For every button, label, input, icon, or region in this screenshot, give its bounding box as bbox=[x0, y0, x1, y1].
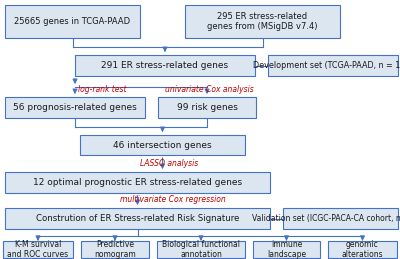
Text: Biological functional
annotation: Biological functional annotation bbox=[162, 240, 240, 259]
Text: 12 optimal prognostic ER stress-related genes: 12 optimal prognostic ER stress-related … bbox=[33, 178, 242, 187]
FancyBboxPatch shape bbox=[5, 97, 145, 118]
FancyBboxPatch shape bbox=[5, 5, 140, 38]
Text: Constrution of ER Stress-related Risk Signature: Constrution of ER Stress-related Risk Si… bbox=[36, 214, 239, 223]
Text: 46 intersection genes: 46 intersection genes bbox=[113, 140, 212, 149]
Text: 291 ER stress-related genes: 291 ER stress-related genes bbox=[102, 61, 228, 70]
Text: 56 prognosis-related genes: 56 prognosis-related genes bbox=[13, 103, 137, 112]
Text: genomic
alterations: genomic alterations bbox=[342, 240, 383, 259]
FancyBboxPatch shape bbox=[185, 5, 340, 38]
FancyBboxPatch shape bbox=[268, 55, 398, 76]
FancyBboxPatch shape bbox=[158, 97, 256, 118]
Text: Validation set (ICGC-PACA-CA cohort, n = 186): Validation set (ICGC-PACA-CA cohort, n =… bbox=[252, 214, 400, 223]
Text: 99 risk genes: 99 risk genes bbox=[176, 103, 238, 112]
Text: log-rank test: log-rank test bbox=[78, 84, 126, 93]
FancyBboxPatch shape bbox=[5, 172, 270, 193]
FancyBboxPatch shape bbox=[80, 135, 245, 155]
Text: K-M survival
and ROC curves: K-M survival and ROC curves bbox=[8, 240, 68, 259]
Text: Predictive
nomogram: Predictive nomogram bbox=[94, 240, 136, 259]
FancyBboxPatch shape bbox=[328, 241, 397, 258]
Text: immune
landscape: immune landscape bbox=[267, 240, 306, 259]
FancyBboxPatch shape bbox=[3, 241, 73, 258]
FancyBboxPatch shape bbox=[5, 208, 270, 229]
FancyBboxPatch shape bbox=[253, 241, 320, 258]
Text: 25665 genes in TCGA-PAAD: 25665 genes in TCGA-PAAD bbox=[14, 17, 130, 26]
FancyBboxPatch shape bbox=[81, 241, 149, 258]
Text: 295 ER stress-related
genes from (MSigDB v7.4): 295 ER stress-related genes from (MSigDB… bbox=[207, 12, 318, 31]
Text: univariate Cox analysis: univariate Cox analysis bbox=[165, 84, 254, 93]
Text: LASSO analysis: LASSO analysis bbox=[140, 159, 198, 168]
FancyBboxPatch shape bbox=[75, 55, 255, 76]
FancyBboxPatch shape bbox=[157, 241, 245, 258]
Text: multivariate Cox regression: multivariate Cox regression bbox=[120, 196, 226, 205]
FancyBboxPatch shape bbox=[283, 208, 398, 229]
Text: Development set (TCGA-PAAD, n = 164): Development set (TCGA-PAAD, n = 164) bbox=[253, 61, 400, 70]
